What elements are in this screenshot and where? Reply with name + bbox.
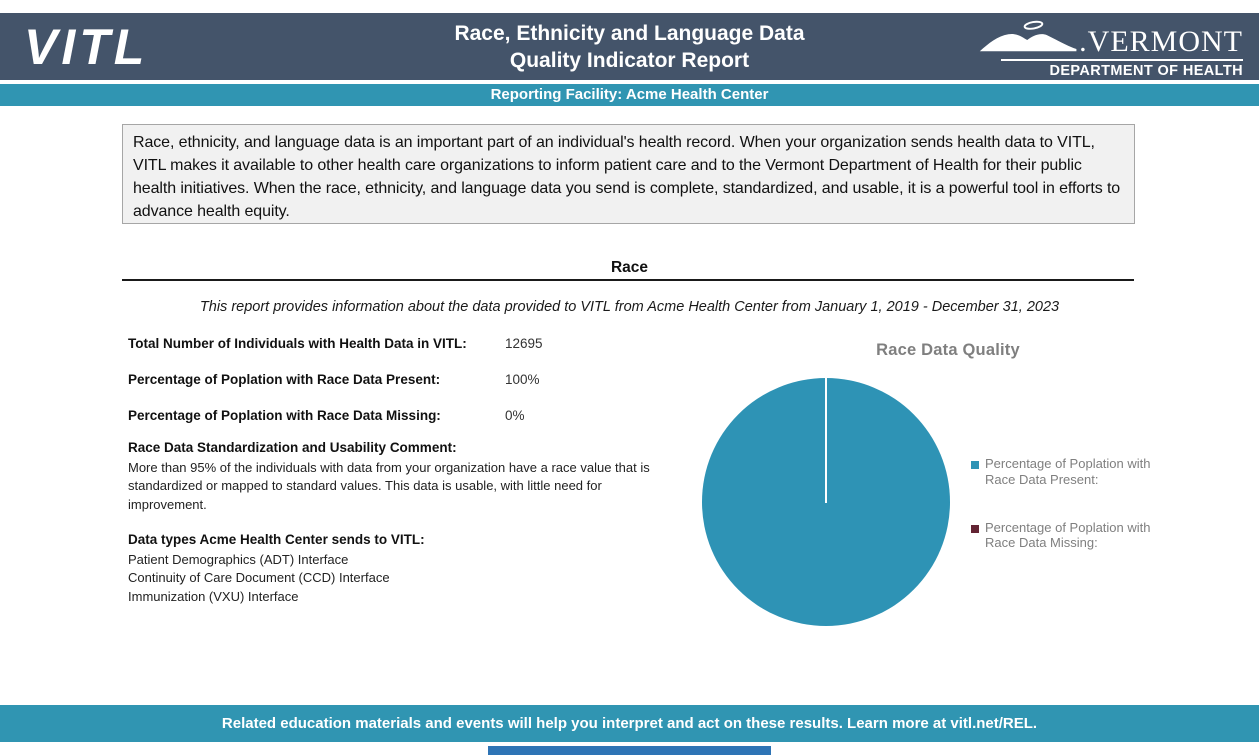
data-types-list: Patient Demographics (ADT) Interface Con… (128, 551, 390, 606)
chart-title: Race Data Quality (876, 341, 1020, 359)
data-type-item: Immunization (VXU) Interface (128, 588, 299, 604)
data-type-item: Continuity of Care Document (CCD) Interf… (128, 570, 390, 586)
stat-row-race-missing: Percentage of Poplation with Race Data M… (128, 408, 688, 423)
legend-label: Percentage of Poplation with Race Data P… (985, 456, 1151, 487)
vermont-logo-rule (1001, 59, 1243, 61)
pie-slice-boundary (825, 378, 827, 503)
section-title-race: Race (610, 259, 649, 276)
legend-swatch-missing-icon (971, 524, 979, 533)
footer-bar: Related education materials and events w… (0, 705, 1259, 742)
stat-value: 12695 (505, 336, 543, 351)
vermont-dept-health-logo: .VERMONT DEPARTMENT OF HEALTH (979, 19, 1243, 79)
section-divider (122, 279, 1134, 281)
stat-label: Percentage of Poplation with Race Data P… (128, 372, 441, 387)
stat-label: Percentage of Poplation with Race Data M… (128, 408, 441, 423)
comment-body: More than 95% of the individuals with da… (128, 460, 650, 512)
intro-text: Race, ethnicity, and language data is an… (133, 134, 1121, 220)
stat-row-race-present: Percentage of Poplation with Race Data P… (128, 372, 688, 387)
report-title: Race, Ethnicity and Language Data Qualit… (0, 20, 1259, 74)
data-types-heading: Data types Acme Health Center sends to V… (128, 532, 425, 547)
footer-text: Related education materials and events w… (221, 715, 1038, 732)
legend-item-present: Percentage of Poplation with Race Data P… (971, 456, 1151, 488)
comment-heading: Race Data Standardization and Usability … (128, 440, 457, 455)
data-type-item: Patient Demographics (ADT) Interface (128, 552, 349, 567)
stat-row-total-individuals: Total Number of Individuals with Health … (128, 336, 688, 351)
legend-item-missing: Percentage of Poplation with Race Data M… (971, 520, 1151, 552)
report-title-line2: Quality Indicator Report (509, 49, 750, 72)
next-page-top-strip (488, 746, 771, 755)
intro-box: Race, ethnicity, and language data is an… (122, 124, 1135, 224)
facility-label: Reporting Facility: Acme Health Center (490, 86, 769, 103)
vermont-wordmark: .VERMONT (1079, 25, 1243, 58)
report-period-note: This report provides information about t… (199, 299, 1060, 315)
header-bar: VITL Race, Ethnicity and Language Data Q… (0, 13, 1259, 80)
stat-value: 0% (505, 408, 525, 423)
vitl-logo: VITL (24, 19, 149, 75)
report-title-line1: Race, Ethnicity and Language Data (454, 22, 805, 45)
legend-label: Percentage of Poplation with Race Data M… (985, 519, 1151, 551)
facility-bar: Reporting Facility: Acme Health Center (0, 84, 1259, 106)
chart-legend: Percentage of Poplation with Race Data P… (971, 456, 1151, 583)
stat-value: 100% (505, 372, 540, 387)
mountain-icon (979, 19, 1079, 58)
stat-label: Total Number of Individuals with Health … (128, 336, 467, 351)
vermont-subtitle: DEPARTMENT OF HEALTH (1049, 63, 1243, 79)
legend-swatch-present-icon (971, 461, 979, 469)
